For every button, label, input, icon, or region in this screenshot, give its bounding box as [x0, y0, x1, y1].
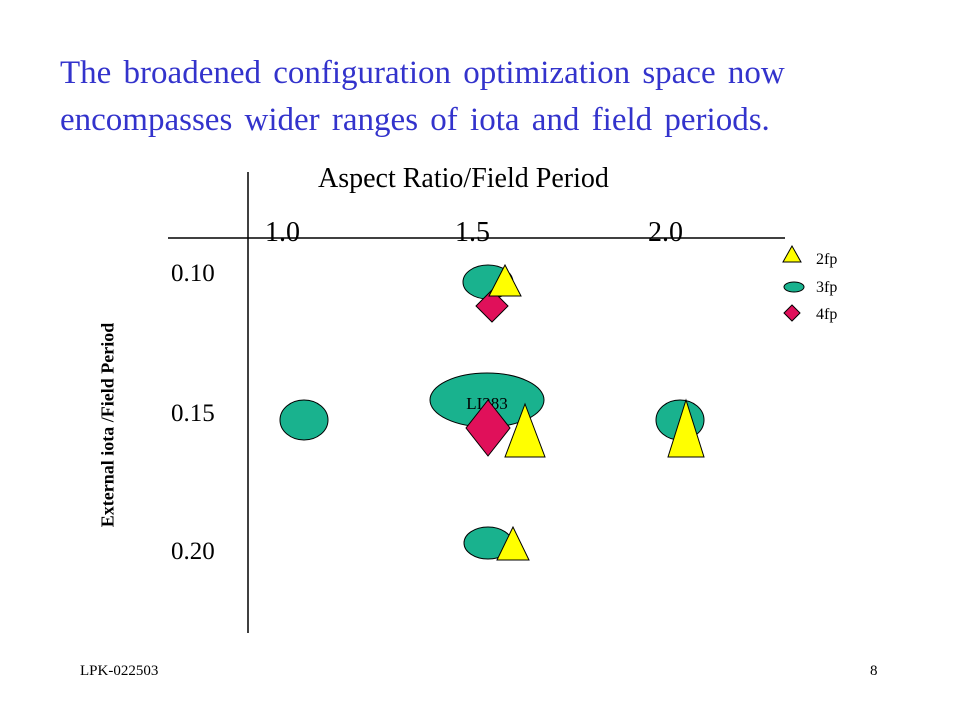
diamond-marker-4fp [475, 289, 509, 323]
legend-label-2fp: 2fp [816, 251, 838, 268]
ellipse-marker-3fp [279, 399, 329, 441]
legend-label-4fp: 4fp [816, 306, 838, 323]
triangle-marker-2fp [496, 525, 530, 561]
legend-triangle-icon [782, 244, 802, 263]
y-tick-label: 0.10 [171, 260, 215, 287]
x-tick-label: 1.0 [265, 217, 300, 248]
x-axis-title: Aspect Ratio/Field Period [318, 163, 609, 194]
legend-diamond-icon [783, 304, 801, 322]
x-tick-label: 1.5 [455, 217, 490, 248]
triangle-marker-2fp [488, 263, 522, 297]
slide-title: The broadened configuration optimization… [60, 55, 785, 138]
diamond-marker-4fp [465, 399, 511, 457]
footer-code: LPK-022503 [80, 663, 159, 679]
x-tick-label: 2.0 [648, 217, 683, 248]
legend-ellipse-icon [783, 281, 805, 293]
page-number: 8 [870, 663, 878, 679]
legend-label-3fp: 3fp [816, 279, 838, 296]
triangle-marker-2fp [667, 398, 705, 458]
triangle-marker-2fp [504, 402, 546, 458]
y-tick-label: 0.20 [171, 538, 215, 565]
y-tick-label: 0.15 [171, 400, 215, 427]
